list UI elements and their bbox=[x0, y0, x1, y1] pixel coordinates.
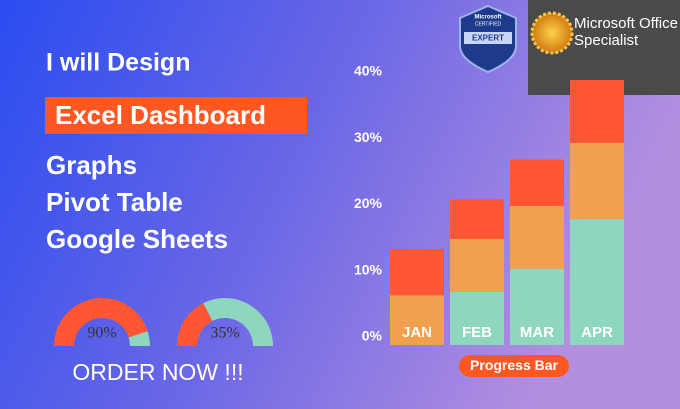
gauge-value bbox=[177, 303, 213, 346]
x-tick-label: FEB bbox=[462, 324, 492, 341]
gauge-value bbox=[54, 298, 148, 346]
x-tick-label: JAN bbox=[402, 324, 432, 341]
cta[interactable]: ORDER NOW !!! bbox=[72, 359, 243, 385]
gauge-label: 90% bbox=[87, 325, 116, 342]
bar-segment bbox=[450, 292, 504, 345]
bar-segment bbox=[450, 239, 504, 292]
bar-segment bbox=[390, 295, 444, 345]
highlight: Excel Dashboard bbox=[55, 100, 266, 130]
bar-segment bbox=[390, 248, 444, 296]
highlight-box bbox=[45, 97, 307, 134]
gauge-label: 35% bbox=[210, 325, 239, 342]
y-tick-label: 10% bbox=[354, 261, 383, 277]
bar-segment bbox=[450, 199, 504, 239]
caption-pill bbox=[459, 355, 569, 377]
headline: I will Design bbox=[46, 49, 190, 77]
seal bbox=[530, 11, 574, 55]
y-tick-label: 30% bbox=[354, 129, 383, 145]
bar-segment bbox=[510, 268, 564, 345]
badge-text: Microsoft bbox=[475, 15, 502, 21]
bar-segment bbox=[570, 80, 624, 143]
item: Google Sheets bbox=[46, 224, 228, 254]
bar-segment bbox=[510, 205, 564, 269]
badge-ribbon bbox=[464, 32, 512, 44]
y-tick-label: 20% bbox=[354, 195, 383, 211]
bar-segment bbox=[570, 142, 624, 220]
x-tick-label: APR bbox=[581, 324, 613, 341]
specialist-text: Microsoft Office bbox=[574, 15, 678, 32]
item: Pivot Table bbox=[46, 187, 183, 217]
badge-text: CERTIFIED bbox=[475, 21, 502, 27]
gauge-rest bbox=[203, 297, 273, 346]
gauge-rest bbox=[128, 331, 150, 346]
x-tick-label: MAR bbox=[520, 324, 554, 341]
y-tick-label: 0% bbox=[362, 328, 383, 344]
bar-segment bbox=[510, 159, 564, 206]
specialist-text: Specialist bbox=[574, 32, 639, 49]
bar-segment bbox=[570, 219, 624, 345]
y-tick-label: 40% bbox=[354, 63, 383, 79]
item: Graphs bbox=[46, 150, 137, 180]
badge-text: EXPERT bbox=[472, 34, 504, 43]
chart-caption: Progress Bar bbox=[470, 357, 558, 373]
